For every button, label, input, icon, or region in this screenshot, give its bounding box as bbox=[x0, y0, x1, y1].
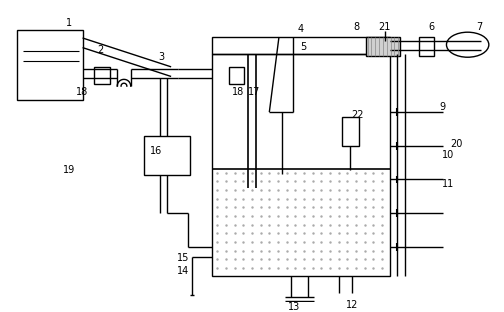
Text: 15: 15 bbox=[176, 253, 189, 263]
Text: 19: 19 bbox=[63, 165, 75, 175]
Bar bbox=[212, 37, 390, 54]
Text: 7: 7 bbox=[476, 22, 482, 32]
Text: 3: 3 bbox=[158, 52, 165, 62]
Text: 17: 17 bbox=[248, 87, 260, 97]
Text: 12: 12 bbox=[346, 300, 358, 310]
Bar bbox=[94, 67, 109, 84]
Text: 14: 14 bbox=[176, 266, 189, 276]
Bar bbox=[144, 136, 191, 175]
Bar bbox=[229, 67, 244, 84]
Bar bbox=[365, 37, 400, 56]
Text: 6: 6 bbox=[428, 22, 434, 32]
Text: 9: 9 bbox=[439, 102, 446, 112]
Text: 1: 1 bbox=[66, 17, 72, 27]
Bar bbox=[212, 54, 390, 276]
Text: 13: 13 bbox=[288, 302, 300, 312]
Text: 4: 4 bbox=[297, 24, 303, 34]
Bar bbox=[342, 117, 359, 146]
Text: 20: 20 bbox=[450, 139, 462, 149]
Text: 16: 16 bbox=[150, 146, 162, 156]
Text: 11: 11 bbox=[443, 179, 455, 189]
Text: 21: 21 bbox=[379, 22, 391, 32]
Text: 8: 8 bbox=[353, 22, 359, 32]
Bar bbox=[418, 37, 434, 56]
Text: 18: 18 bbox=[232, 87, 244, 97]
Text: 22: 22 bbox=[352, 110, 364, 120]
Text: 2: 2 bbox=[97, 45, 103, 55]
Text: 18: 18 bbox=[77, 87, 89, 97]
Text: 5: 5 bbox=[300, 41, 306, 52]
Text: 10: 10 bbox=[443, 150, 455, 160]
Bar bbox=[17, 30, 83, 100]
